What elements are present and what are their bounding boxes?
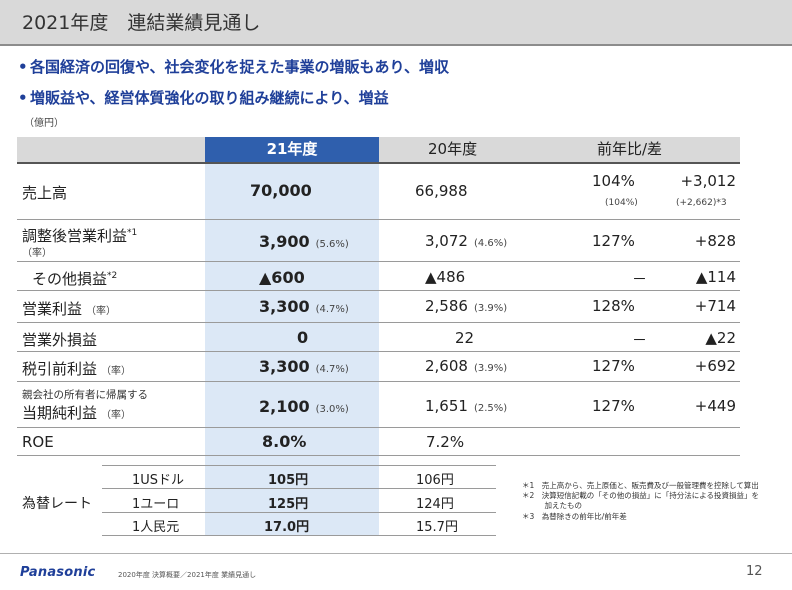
header-yoy: 前年比/差 [597, 140, 663, 158]
op-fy20: 2,586 (3.9%) [425, 297, 508, 315]
fx-usd-fy20: 106円 [416, 473, 454, 488]
rate-label: （率） [22, 248, 52, 259]
fx-divider [102, 465, 496, 466]
row-divider [17, 162, 740, 164]
footer-text: 2020年度 決算概要／2021年度 業績見通し [118, 571, 257, 579]
row-divider [17, 381, 740, 382]
row-label-net-profit-prefix: 親会社の所有者に帰属する [22, 389, 148, 401]
footer-divider [0, 553, 792, 554]
nonop-diff: ▲22 [705, 329, 736, 347]
fx-eur-fy21: 125円 [268, 497, 309, 512]
adj-op-fy21: 3,900 (5.6%) [259, 232, 349, 251]
other-yoy: － [632, 270, 648, 288]
row-label-non-operating: 営業外損益 [22, 331, 98, 349]
unit-label: （億円） [24, 118, 64, 129]
fy21-column-highlight [205, 137, 379, 535]
fx-divider [102, 488, 496, 489]
op-fy21: 3,300 (4.7%) [259, 297, 349, 316]
pretax-yoy: 127% [592, 357, 635, 375]
nonop-fy21: 0 [297, 328, 309, 347]
fx-rate-label: 為替レート [22, 496, 92, 512]
slide-title: 2021年度 連結業績見通し [22, 12, 261, 34]
slide-title-bar: 2021年度 連結業績見通し [0, 0, 792, 46]
other-diff: ▲114 [695, 268, 736, 286]
sales-fy20: 66,988 [415, 182, 468, 200]
roe-fy20: 7.2% [426, 433, 465, 451]
row-divider [17, 261, 740, 262]
footnote-3: ＊3 為替除きの前年比/前年差 [522, 512, 627, 521]
row-label-adjusted-operating-profit: 調整後営業利益*1 [22, 227, 138, 245]
net-diff: +449 [694, 397, 736, 415]
row-divider [17, 427, 740, 428]
sales-yoy: 104% [592, 172, 635, 190]
nonop-fy20: 22 [455, 329, 475, 347]
row-label-net-profit: 当期純利益 （率） [22, 404, 132, 422]
fx-cny-fy20: 15.7円 [416, 520, 458, 535]
page-number: 12 [746, 564, 763, 579]
other-fy20: ▲486 [425, 268, 466, 286]
sales-diff-fx-excluded: (+2,662)*3 [676, 198, 727, 208]
footnote-1: ＊1 売上高から、売上原価と、販売費及び一般管理費を控除して算出 [522, 481, 759, 490]
row-divider [17, 290, 740, 291]
fx-eur-fy20: 124円 [416, 497, 454, 512]
sales-diff: +3,012 [680, 172, 736, 190]
panasonic-logo: Panasonic [20, 565, 96, 580]
bullet-2-text: 増販益や、経営体質強化の取り組み継続により、増益 [30, 89, 389, 107]
pretax-fy21: 3,300 (4.7%) [259, 357, 349, 376]
other-fy21: ▲600 [259, 268, 305, 287]
row-label-roe: ROE [22, 433, 54, 451]
row-divider [17, 219, 740, 220]
fx-usd-fy21: 105円 [268, 473, 309, 488]
net-fy20: 1,651 (2.5%) [425, 397, 508, 415]
row-label-other-income: その他損益*2 [32, 270, 118, 288]
row-label-pretax-profit: 税引前利益 （率） [22, 360, 132, 378]
adj-op-diff: +828 [694, 232, 736, 250]
header-fy21: 21年度 [205, 137, 379, 162]
roe-fy21: 8.0% [262, 432, 307, 451]
pretax-diff: +692 [694, 357, 736, 375]
fx-cny-fy21: 17.0円 [264, 520, 310, 535]
row-divider [17, 455, 740, 456]
pretax-fy20: 2,608 (3.9%) [425, 357, 508, 375]
row-label-operating-profit: 営業利益 （率） [22, 300, 117, 318]
footnote-2: ＊2 決算短信記載の「その他の損益」に「持分法による投資損益」を [522, 491, 760, 500]
bullet-1-text: 各国経済の回復や、社会変化を捉えた事業の増販もあり、増収 [30, 58, 449, 76]
fx-currency-eur: 1ユーロ [132, 497, 180, 512]
footnote-2-cont: 加えたもの [522, 501, 582, 510]
row-label-sales: 売上高 [22, 184, 68, 202]
net-yoy: 127% [592, 397, 635, 415]
bullet-mark: • [18, 58, 28, 76]
row-divider [17, 322, 740, 323]
sales-yoy-fx-excluded: (104%) [605, 198, 638, 208]
fx-currency-usd: 1USドル [132, 473, 185, 488]
fx-divider [102, 535, 496, 536]
sales-fy21: 70,000 [250, 181, 312, 200]
adj-op-yoy: 127% [592, 232, 635, 250]
fx-divider [102, 512, 496, 513]
row-divider [17, 351, 740, 352]
bullet-mark: • [18, 89, 28, 107]
op-yoy: 128% [592, 297, 635, 315]
bullet-2: • 増販益や、経営体質強化の取り組み継続により、増益 [18, 87, 389, 108]
bullet-1: • 各国経済の回復や、社会変化を捉えた事業の増販もあり、増収 [18, 56, 449, 77]
fx-currency-cny: 1人民元 [132, 520, 180, 535]
net-fy21: 2,100 (3.0%) [259, 397, 349, 416]
adj-op-fy20: 3,072 (4.6%) [425, 232, 508, 250]
nonop-yoy: － [632, 331, 648, 349]
op-diff: +714 [694, 297, 736, 315]
header-fy20: 20年度 [428, 140, 478, 158]
